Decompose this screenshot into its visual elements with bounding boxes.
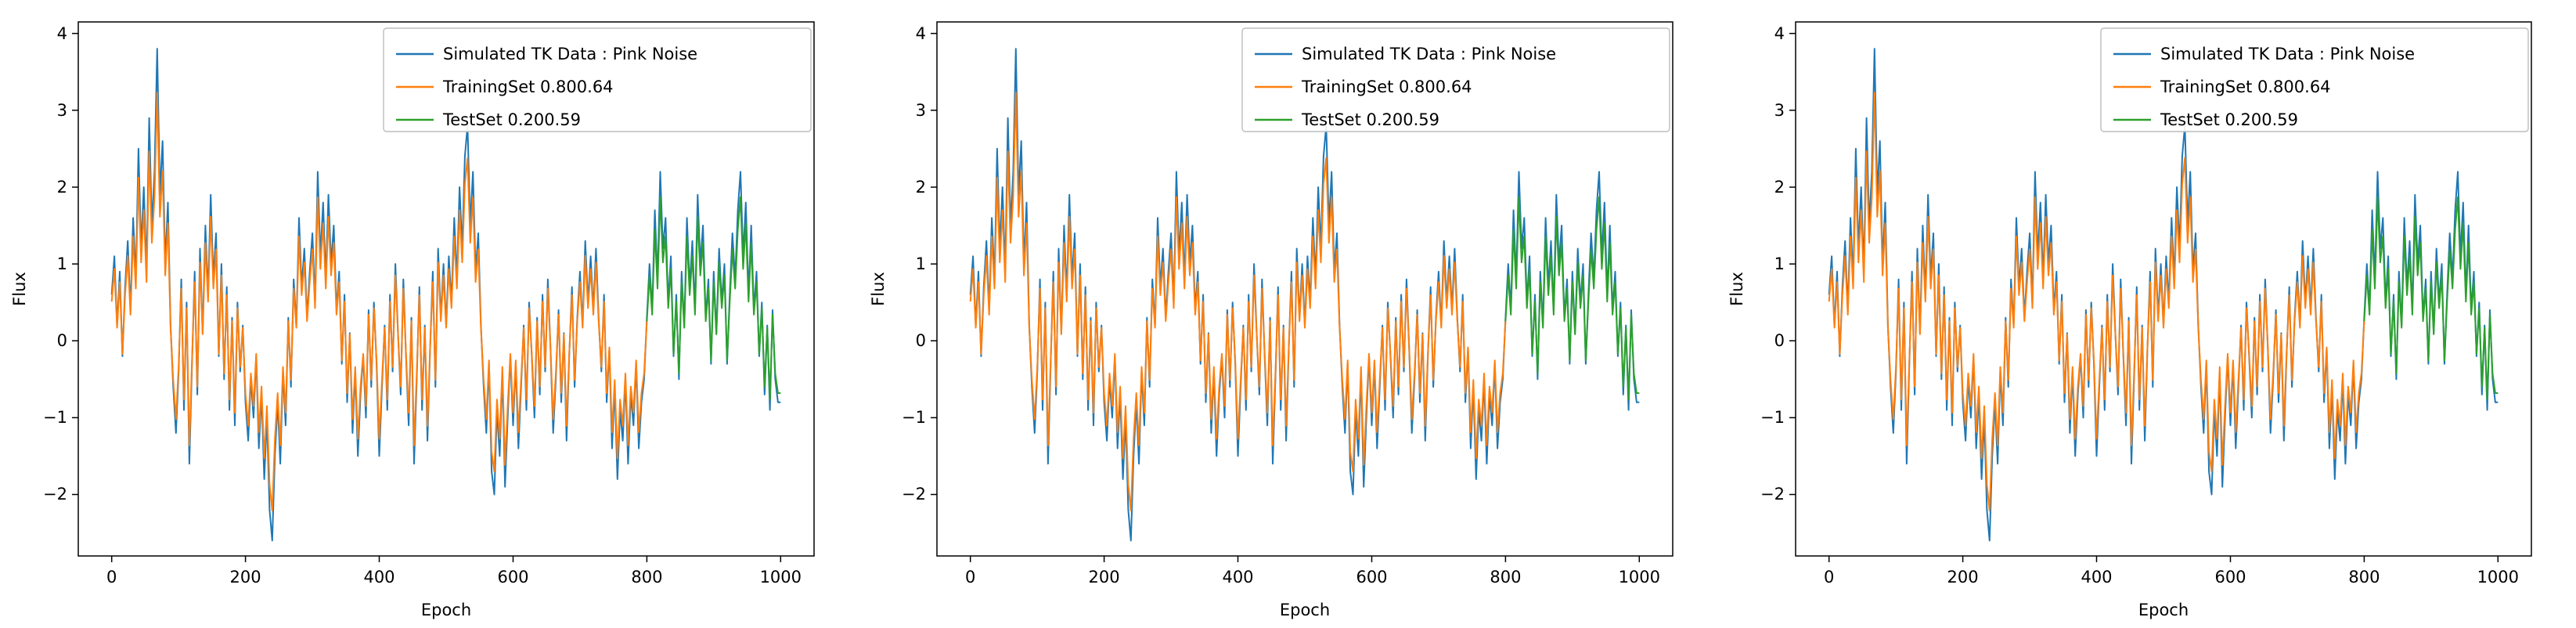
- y-tick-label: 0: [1774, 331, 1785, 350]
- y-tick-label: 3: [916, 101, 926, 120]
- legend-label: Simulated TK Data : Pink Noise: [1302, 45, 1556, 63]
- legend-box: [383, 27, 812, 132]
- plot-frame: [1795, 21, 2532, 557]
- y-tick-label: −2: [43, 485, 67, 503]
- y-tick-labels: −2 −1 0 1 2 3 4: [902, 24, 926, 503]
- y-tick-label: 0: [57, 331, 67, 350]
- y-tick-label: 1: [57, 254, 67, 273]
- y-tick-label: 2: [57, 178, 67, 197]
- x-tick-labels: 0 200 400 600 800 1000: [1824, 568, 2519, 586]
- pink-noise-plot: 0 200 400 600 800 1000 −2 −1 0 1 2 3 4 E…: [1728, 21, 2532, 619]
- y-tick-label: 4: [1774, 24, 1785, 43]
- legend-label: TestSet 0.200.59: [1301, 110, 1439, 129]
- legend: Simulated TK Data : Pink Noise TrainingS…: [2100, 27, 2529, 132]
- x-tick-label: 800: [631, 568, 662, 586]
- legend-label: Simulated TK Data : Pink Noise: [443, 45, 697, 63]
- x-tick-label: 1000: [1619, 568, 1660, 586]
- legend: Simulated TK Data : Pink Noise TrainingS…: [383, 27, 812, 132]
- x-tick-label: 400: [1222, 568, 1253, 586]
- series-lines: [1828, 48, 2499, 542]
- x-axis-label: Epoch: [421, 601, 471, 619]
- x-tick-label: 1000: [760, 568, 802, 586]
- y-tick-label: 1: [916, 254, 926, 273]
- y-axis-label: Flux: [10, 272, 29, 306]
- x-tick-labels: 0 200 400 600 800 1000: [106, 568, 802, 586]
- y-tick-label: −2: [902, 485, 926, 503]
- y-tick-label: 2: [916, 178, 926, 197]
- training-series-line: [969, 92, 1507, 512]
- y-ticks: [931, 32, 937, 496]
- legend-label: TestSet 0.200.59: [2160, 110, 2298, 129]
- legend-label: TestSet 0.200.59: [442, 110, 581, 129]
- y-tick-label: −1: [43, 408, 67, 427]
- x-tick-label: 600: [497, 568, 528, 586]
- figure-1: 0 200 400 600 800 1000 −2 −1 0 1 2 3 4 E…: [0, 0, 859, 625]
- x-tick-label: 800: [1490, 568, 1521, 586]
- x-tick-label: 0: [106, 568, 117, 586]
- legend-label: Simulated TK Data : Pink Noise: [2160, 45, 2415, 63]
- x-tick-label: 600: [1356, 568, 1387, 586]
- x-tick-label: 0: [1824, 568, 1834, 586]
- y-tick-label: 3: [1774, 101, 1785, 120]
- x-tick-label: 200: [230, 568, 261, 586]
- x-ticks: [969, 556, 1641, 562]
- plot-frame: [936, 21, 1673, 557]
- legend: Simulated TK Data : Pink Noise TrainingS…: [1241, 27, 1670, 132]
- legend-box: [2100, 27, 2529, 132]
- x-tick-label: 1000: [2477, 568, 2519, 586]
- test-series-line: [2363, 196, 2499, 401]
- y-ticks: [1789, 32, 1796, 496]
- y-tick-label: 2: [1774, 178, 1785, 197]
- series-lines: [110, 48, 781, 542]
- series-lines: [969, 48, 1640, 542]
- legend-label: TrainingSet 0.800.64: [1301, 78, 1472, 96]
- pink-noise-plot: 0 200 400 600 800 1000 −2 −1 0 1 2 3 4 E…: [869, 21, 1673, 619]
- y-axis-label: Flux: [869, 272, 888, 306]
- x-tick-label: 800: [2348, 568, 2380, 586]
- x-tick-label: 600: [2214, 568, 2246, 586]
- x-ticks: [110, 556, 782, 562]
- x-tick-label: 400: [363, 568, 395, 586]
- training-series-line: [1828, 92, 2365, 512]
- test-series-line: [646, 196, 781, 401]
- legend-box: [1241, 27, 1670, 132]
- x-tick-label: 200: [1089, 568, 1120, 586]
- x-tick-labels: 0 200 400 600 800 1000: [965, 568, 1660, 586]
- y-ticks: [72, 32, 78, 496]
- y-tick-label: 1: [1774, 254, 1785, 273]
- test-series-line: [1504, 196, 1640, 401]
- y-tick-label: −2: [1760, 485, 1785, 503]
- legend-label: TrainingSet 0.800.64: [2160, 78, 2331, 96]
- x-axis-label: Epoch: [2138, 601, 2189, 619]
- y-tick-label: −1: [1760, 408, 1785, 427]
- plot-frame: [77, 21, 815, 557]
- training-series-line: [110, 92, 648, 512]
- y-tick-labels: −2 −1 0 1 2 3 4: [1760, 24, 1785, 503]
- figure-2: 0 200 400 600 800 1000 −2 −1 0 1 2 3 4 E…: [859, 0, 1717, 625]
- x-tick-label: 200: [1947, 568, 1979, 586]
- legend-label: TrainingSet 0.800.64: [442, 78, 614, 96]
- x-ticks: [1828, 556, 2499, 562]
- y-tick-label: 4: [916, 24, 926, 43]
- x-axis-label: Epoch: [1280, 601, 1330, 619]
- y-tick-label: 3: [57, 101, 67, 120]
- x-tick-label: 400: [2081, 568, 2112, 586]
- x-tick-label: 0: [965, 568, 975, 586]
- figure-3: 0 200 400 600 800 1000 −2 −1 0 1 2 3 4 E…: [1717, 0, 2576, 625]
- y-tick-label: −1: [902, 408, 926, 427]
- pink-noise-plot: 0 200 400 600 800 1000 −2 −1 0 1 2 3 4 E…: [10, 21, 815, 619]
- y-tick-label: 0: [916, 331, 926, 350]
- y-tick-label: 4: [57, 24, 67, 43]
- y-axis-label: Flux: [1728, 272, 1746, 306]
- y-tick-labels: −2 −1 0 1 2 3 4: [43, 24, 67, 503]
